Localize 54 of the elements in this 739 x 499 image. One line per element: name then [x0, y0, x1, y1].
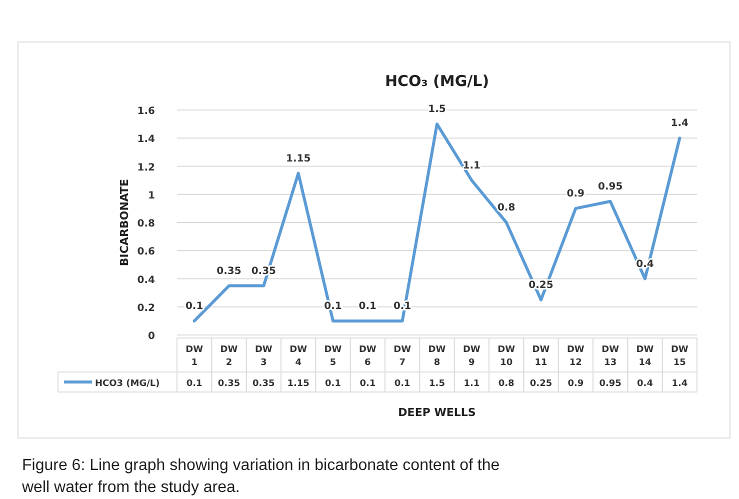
annotation: 0.8: [497, 202, 516, 214]
y-tick-label: 1.6: [137, 106, 156, 117]
x-tick-label: DW 6: [358, 345, 376, 368]
y-tick-label: 1: [148, 190, 156, 202]
y-axis-title: BICARBONATE: [118, 178, 131, 266]
data-label: 0.1: [325, 379, 341, 389]
data-label: 1.5: [429, 379, 445, 389]
annotation: 1.4: [670, 118, 689, 130]
y-tick-label: 1.4: [137, 134, 156, 146]
data-label: 1.15: [287, 379, 310, 389]
data-label: 0.25: [530, 379, 552, 389]
data-label: 1.4: [672, 379, 688, 389]
annotation: 1.1: [462, 160, 481, 172]
data-label: 0.1: [360, 379, 376, 389]
x-tick-label: DW 13: [602, 345, 620, 368]
annotation: 0.95: [598, 181, 623, 192]
annotation: 0.1: [358, 300, 377, 312]
chart-title: HCO₃ (MG/L): [384, 72, 490, 90]
annotation: 0.1: [185, 300, 204, 312]
legend-label: HCO3 (MG/L): [95, 379, 160, 389]
x-tick-label: DW 14: [636, 345, 654, 368]
y-tick-label: 0.4: [137, 274, 156, 286]
y-tick-label: 1.2: [137, 162, 156, 174]
data-label: 0.35: [218, 379, 240, 389]
x-tick-label: DW 7: [394, 345, 412, 368]
data-label: 0.4: [637, 379, 653, 389]
x-tick-label: DW 15: [670, 345, 688, 368]
caption: Figure 6: Line graph showing variation in bicarbonate content of the well water from the study area.: [21, 457, 500, 496]
y-tick-label: 0.2: [137, 302, 156, 314]
x-tick-label: DW 2: [220, 345, 238, 368]
y-tick-label: 0.6: [137, 246, 156, 258]
data-label: 0.95: [599, 379, 622, 389]
y-tick-label: 0: [148, 331, 156, 342]
x-tick-label: DW 5: [324, 345, 342, 368]
data-label: 0.8: [498, 379, 514, 389]
data-label: 0.35: [252, 379, 275, 389]
x-tick-label: DW 8: [428, 345, 446, 368]
x-tick-label: DW 12: [566, 345, 584, 368]
annotation: 0.9: [566, 188, 585, 200]
data-label: 0.9: [568, 379, 584, 389]
y-tick-label: 0.8: [137, 218, 156, 230]
data-label: 0.1: [186, 379, 202, 389]
x-tick-label: DW 11: [532, 345, 550, 368]
x-tick-label: DW 4: [290, 345, 308, 368]
annotation: 0.35: [216, 266, 242, 277]
x-tick-label: DW 1: [186, 345, 204, 368]
annotation: 1.15: [286, 153, 311, 164]
x-tick-label: DW 9: [462, 345, 480, 368]
x-axis-title: DEEP WELLS: [398, 406, 476, 419]
data-label: 0.1: [394, 379, 410, 389]
x-tick-label: DW 3: [254, 345, 272, 368]
data-label: 1.1: [464, 379, 480, 389]
annotation: 1.5: [428, 104, 446, 116]
x-tick-label: DW 10: [498, 345, 516, 368]
